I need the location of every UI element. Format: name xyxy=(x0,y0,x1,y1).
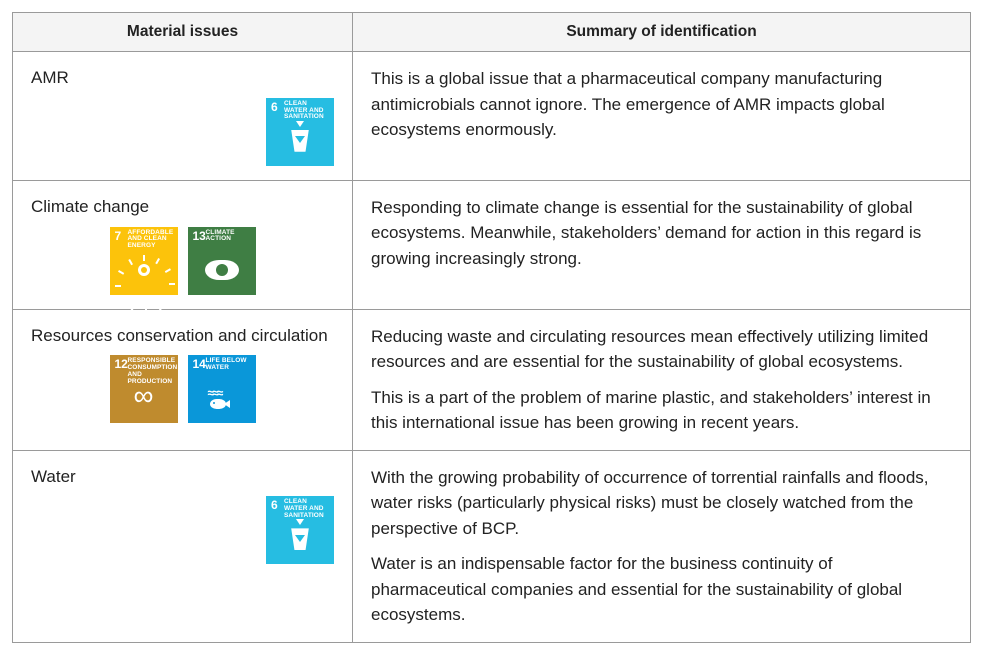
sdg-title: CLIMATE ACTION xyxy=(206,230,253,244)
sdg-title: CLEAN WATER AND SANITATION xyxy=(284,101,331,121)
material-issues-table: Material issues Summary of identificatio… xyxy=(12,12,971,643)
summary-paragraph: Responding to climate change is essentia… xyxy=(371,195,952,272)
summary-cell: Reducing waste and circulating resources… xyxy=(353,309,971,450)
sdg-6-tile: 6 CLEAN WATER AND SANITATION xyxy=(266,496,334,564)
sdg-6-icon xyxy=(266,120,334,162)
sdg-row: 6 CLEAN WATER AND SANITATION xyxy=(31,496,336,564)
sdg-number: 14 xyxy=(193,358,206,370)
sdg-title: CLEAN WATER AND SANITATION xyxy=(284,499,331,519)
sdg-7-icon xyxy=(110,249,178,291)
table-row: Resources conservation and circulation 12… xyxy=(13,309,971,450)
issue-label: Water xyxy=(31,465,336,489)
page-wrap: Material issues Summary of identificatio… xyxy=(0,0,982,655)
summary-paragraph: Reducing waste and circulating resources… xyxy=(371,324,952,375)
summary-paragraph: This is a part of the problem of marine … xyxy=(371,385,952,436)
sdg-title: AFFORDABLE AND CLEAN ENERGY xyxy=(128,230,175,250)
summary-paragraph: With the growing probability of occurren… xyxy=(371,465,952,542)
sdg-row: 12RESPONSIBLE CONSUMPTION AND PRODUCTION… xyxy=(31,355,336,423)
sdg-number: 12 xyxy=(115,358,128,370)
issue-cell: Resources conservation and circulation 12… xyxy=(13,309,353,450)
sdg-number: 6 xyxy=(271,101,278,113)
issue-label: Resources conservation and circulation xyxy=(31,324,336,348)
sdg-6-icon xyxy=(266,518,334,560)
sdg-row: 6 CLEAN WATER AND SANITATION xyxy=(31,98,336,166)
issue-label: Climate change xyxy=(31,195,336,219)
sdg-13-tile: 13CLIMATE ACTION xyxy=(188,227,256,295)
table-header-row: Material issues Summary of identificatio… xyxy=(13,13,971,52)
sdg-14-icon: ≈≈≈ xyxy=(188,377,256,419)
summary-paragraph: Water is an indispensable factor for the… xyxy=(371,551,952,628)
table-row: Climate change 7 AFFORDABLE AND CLEAN ENER… xyxy=(13,180,971,309)
sdg-12-tile: 12RESPONSIBLE CONSUMPTION AND PRODUCTION… xyxy=(110,355,178,423)
summary-paragraph: This is a global issue that a pharmaceut… xyxy=(371,66,952,143)
issue-label: AMR xyxy=(31,66,336,90)
sdg-number: 6 xyxy=(271,499,278,511)
sdg-7-tile: 7 AFFORDABLE AND CLEAN ENERGY xyxy=(110,227,178,295)
table-row: AMR 6 CLEAN WATER AND SANITATION This is a … xyxy=(13,52,971,181)
table-row: Water 6 CLEAN WATER AND SANITATION With the… xyxy=(13,450,971,642)
sdg-6-tile: 6 CLEAN WATER AND SANITATION xyxy=(266,98,334,166)
summary-cell: This is a global issue that a pharmaceut… xyxy=(353,52,971,181)
issue-cell: Water 6 CLEAN WATER AND SANITATION xyxy=(13,450,353,642)
sdg-number: 7 xyxy=(115,230,122,242)
sdg-number: 13 xyxy=(193,230,206,242)
sdg-13-icon xyxy=(188,249,256,291)
sdg-14-tile: 14LIFE BELOW WATER ≈≈≈ xyxy=(188,355,256,423)
header-summary: Summary of identification xyxy=(353,13,971,52)
summary-cell: Responding to climate change is essentia… xyxy=(353,180,971,309)
sdg-title: LIFE BELOW WATER xyxy=(206,358,253,372)
sdg-row: 7 AFFORDABLE AND CLEAN ENERGY 13CLIMATE AC… xyxy=(31,227,336,295)
header-issues: Material issues xyxy=(13,13,353,52)
sdg-12-icon: ∞ xyxy=(110,377,178,419)
summary-cell: With the growing probability of occurren… xyxy=(353,450,971,642)
issue-cell: AMR 6 CLEAN WATER AND SANITATION xyxy=(13,52,353,181)
issue-cell: Climate change 7 AFFORDABLE AND CLEAN ENER… xyxy=(13,180,353,309)
